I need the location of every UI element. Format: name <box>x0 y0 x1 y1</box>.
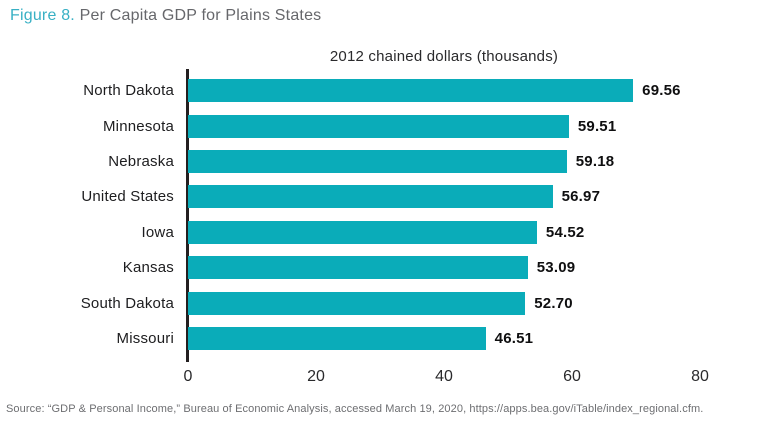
category-label: Missouri <box>116 329 174 347</box>
category-label: United States <box>81 188 174 206</box>
bar <box>188 114 569 138</box>
value-label: 59.51 <box>577 117 617 135</box>
source-note: Source: “GDP & Personal Income,” Bureau … <box>6 403 704 415</box>
bar <box>188 220 537 244</box>
x-tick-label: 60 <box>563 368 581 385</box>
bar <box>188 149 567 173</box>
bar-chart: North Dakota 69.56 Minnesota 59.51 Nebraska 5… <box>0 69 768 389</box>
bar-row: Iowa 54.52 <box>0 215 768 250</box>
category-label: Minnesota <box>102 117 174 135</box>
x-tick-label: 40 <box>435 368 453 385</box>
bar-row: South Dakota 52.70 <box>0 285 768 320</box>
bar-row: Minnesota 59.51 <box>0 108 768 143</box>
value-label: 53.09 <box>536 259 576 277</box>
value-label: 56.97 <box>561 188 601 206</box>
x-tick-label: 80 <box>691 368 709 385</box>
value-label: 52.70 <box>534 294 573 312</box>
x-axis: 0 20 40 60 80 <box>184 368 709 390</box>
figure-label: Figure 8. <box>10 7 75 24</box>
x-tick-label: 20 <box>307 368 325 385</box>
bar <box>188 185 553 209</box>
category-label: Nebraska <box>108 152 174 170</box>
bar-rows: North Dakota 69.56 Minnesota 59.51 Nebraska 5… <box>0 73 768 356</box>
category-label: South Dakota <box>80 294 174 312</box>
bar-row: Missouri 46.51 <box>0 321 768 356</box>
y-axis-line <box>186 69 189 362</box>
chart-title: 2012 chained dollars (thousands) <box>329 48 559 65</box>
category-label: Kansas <box>122 259 174 277</box>
bar <box>188 79 634 103</box>
x-tick-label: 0 <box>183 368 193 385</box>
bar <box>188 326 486 350</box>
bar <box>188 291 526 315</box>
bar <box>188 256 528 280</box>
category-label: Iowa <box>141 223 174 241</box>
value-label: 69.56 <box>642 82 681 100</box>
value-label: 54.52 <box>545 223 585 241</box>
bar-row: Kansas 53.09 <box>0 250 768 285</box>
figure-title-text: Per Capita GDP for Plains States <box>74 7 322 24</box>
bar-row: United States 56.97 <box>0 179 768 214</box>
bar-row: Nebraska 59.18 <box>0 144 768 179</box>
value-label: 46.51 <box>494 329 534 347</box>
bar-row: North Dakota 69.56 <box>0 73 768 108</box>
figure-title: Figure 8. Per Capita GDP for Plains Stat… <box>10 7 321 25</box>
category-label: North Dakota <box>83 82 174 100</box>
value-label: 59.18 <box>575 152 615 170</box>
